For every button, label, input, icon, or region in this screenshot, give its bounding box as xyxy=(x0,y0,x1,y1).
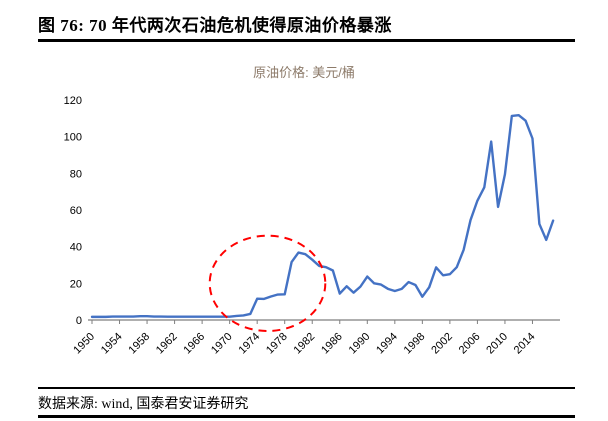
y-tick-label: 60 xyxy=(70,205,82,217)
x-tick-label: 1974 xyxy=(236,331,262,357)
figure-title: 图 76: 70 年代两次石油危机使得原油价格暴涨 xyxy=(38,16,392,35)
chart-legend: 原油价格: 美元/桶 xyxy=(253,65,355,80)
y-tick-label: 80 xyxy=(70,168,82,180)
x-tick-label: 1958 xyxy=(126,331,152,357)
x-tick-label: 1982 xyxy=(292,331,318,357)
y-tick-label: 20 xyxy=(70,278,82,290)
crisis-highlight-ellipse xyxy=(208,234,327,332)
y-tick-label: 120 xyxy=(64,95,82,107)
source-note: 数据来源: wind, 国泰君安证券研究 xyxy=(38,397,249,412)
x-tick-label: 1966 xyxy=(181,331,207,357)
x-tick-label: 1950 xyxy=(71,331,97,357)
x-tick-label: 2006 xyxy=(457,331,483,357)
x-tick-label: 1962 xyxy=(154,331,180,357)
oil-price-line xyxy=(90,114,555,319)
source-top-rule xyxy=(38,387,575,389)
x-tick-label: 1998 xyxy=(402,331,428,357)
source-bottom-rule xyxy=(38,415,575,418)
x-tick-label: 1990 xyxy=(347,331,373,357)
y-tick-label: 40 xyxy=(70,242,82,254)
x-tick-label: 1970 xyxy=(209,331,235,357)
y-tick-label: 0 xyxy=(76,315,82,327)
x-tick-label: 2010 xyxy=(484,331,510,357)
x-tick-label: 1978 xyxy=(264,331,290,357)
x-tick-label: 1954 xyxy=(99,331,125,357)
x-tick-label: 1994 xyxy=(374,331,400,357)
y-tick-label: 100 xyxy=(64,132,82,144)
title-underline-rule xyxy=(38,39,575,42)
x-tick-label: 1986 xyxy=(319,331,345,357)
x-tick-label: 2014 xyxy=(512,331,538,357)
x-tick-label: 2002 xyxy=(429,331,455,357)
